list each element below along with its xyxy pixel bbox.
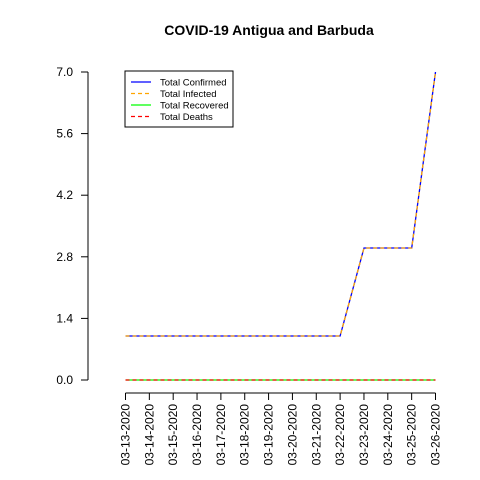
x-tick-label: 03-17-2020 [214, 404, 228, 466]
y-tick-label: 2.8 [56, 250, 73, 264]
x-tick-label: 03-21-2020 [309, 404, 323, 466]
series-layer [125, 71, 437, 381]
chart-title: COVID-19 Antigua and Barbuda [164, 22, 374, 38]
y-tick-label: 7.0 [56, 65, 73, 79]
legend-label: Total Confirmed [160, 78, 227, 89]
y-tick-label: 5.6 [56, 127, 73, 141]
x-tick-label: 03-13-2020 [119, 404, 133, 466]
legend-label: Total Infected [160, 89, 217, 100]
x-tick-label: 03-24-2020 [381, 404, 395, 466]
x-tick-label: 03-14-2020 [142, 404, 156, 466]
x-tick-label: 03-16-2020 [190, 404, 204, 466]
x-tick-label: 03-15-2020 [166, 404, 180, 466]
y-tick-label: 0.0 [56, 373, 73, 387]
x-tick-label: 03-22-2020 [333, 404, 347, 466]
x-tick-label: 03-26-2020 [429, 404, 443, 466]
y-tick-label: 1.4 [56, 311, 73, 325]
y-tick-label: 4.2 [56, 188, 73, 202]
legend-label: Total Recovered [160, 101, 229, 112]
x-tick-label: 03-25-2020 [405, 404, 419, 466]
x-tick-label: 03-18-2020 [238, 404, 252, 466]
x-tick-label: 03-19-2020 [262, 404, 276, 466]
x-axis: 03-13-2020 03-14-2020 03-15-2020 03-16-2020… [119, 392, 443, 466]
legend-label: Total Deaths [160, 112, 213, 123]
x-tick-label: 03-23-2020 [357, 404, 371, 466]
series-line-total-infected [125, 71, 437, 337]
legend-box [124, 70, 234, 128]
y-axis: 0.0 1.4 2.8 4.2 5.6 7.0 [56, 65, 89, 387]
x-tick-label: 03-20-2020 [285, 404, 299, 466]
